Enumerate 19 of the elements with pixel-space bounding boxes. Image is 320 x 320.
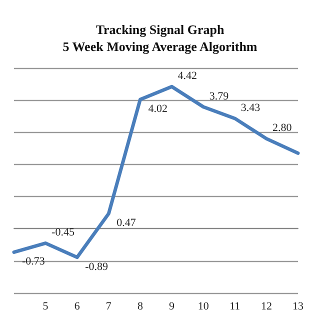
x-tick-label: 8 — [137, 300, 144, 312]
data-label: -0.45 — [52, 226, 75, 239]
data-label: 3.43 — [240, 102, 261, 114]
chart-title: Tracking Signal Graph 5 Week Moving Average Algorithm — [62, 22, 258, 54]
x-tick-label: 7 — [106, 300, 112, 312]
data-label: 4.02 — [148, 103, 168, 115]
data-label: -0.73 — [22, 256, 46, 268]
x-tick-label: 11 — [230, 300, 240, 312]
data-label: -0.89 — [85, 260, 109, 273]
data-label: 2.80 — [272, 122, 292, 134]
x-tick-label: 12 — [260, 300, 272, 312]
x-tick-label: 6 — [74, 300, 80, 312]
x-tick-label: 5 — [42, 300, 49, 312]
x-tick-label: 10 — [198, 300, 210, 312]
data-label: 0.47 — [116, 217, 136, 230]
data-label: 4.42 — [178, 70, 198, 82]
x-tick-label: 9 — [169, 300, 176, 312]
x-tick-label: 13 — [292, 300, 304, 312]
data-label: 3.79 — [209, 90, 230, 102]
